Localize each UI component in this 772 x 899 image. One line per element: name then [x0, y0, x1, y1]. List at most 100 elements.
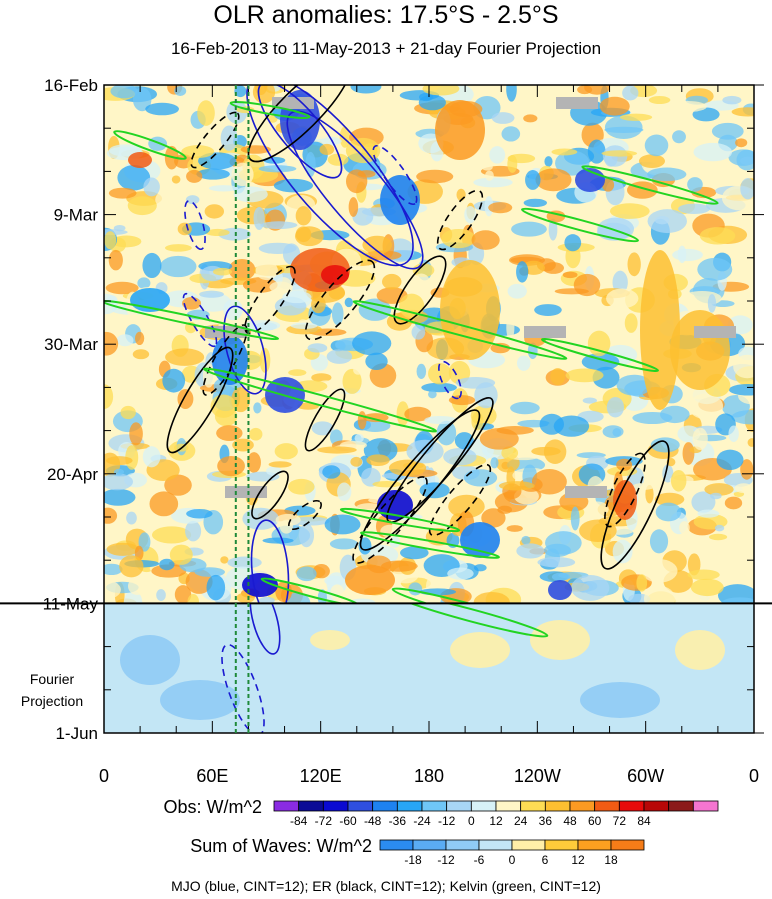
anomaly-blob	[612, 539, 633, 564]
anomaly-blob	[206, 574, 226, 601]
anomaly-blob	[548, 218, 558, 241]
anomaly-blob	[697, 257, 733, 281]
anomaly-blob	[376, 287, 408, 304]
anomaly-blob	[400, 546, 429, 560]
obs-colorbar-level: 72	[613, 814, 627, 828]
anomaly-blob	[330, 584, 345, 602]
anomaly-blob	[460, 522, 500, 558]
colorbars: -84 -72 -60 -48 -36 -24 -12 0 12 24 36 48 60 72 84Obs:…	[164, 797, 719, 867]
anomaly-blob	[354, 433, 364, 443]
wave-contour	[182, 292, 218, 348]
anomaly-blob	[655, 502, 682, 522]
anomaly-blob	[165, 348, 205, 366]
anomaly-blob	[710, 492, 722, 500]
waves-colorbar-swatch	[544, 839, 579, 851]
obs-colorbar-swatch	[544, 800, 571, 812]
anomaly-blob	[471, 230, 500, 250]
anomaly-blob	[205, 228, 230, 237]
anomaly-blob	[328, 286, 346, 300]
anomaly-blob	[565, 368, 604, 383]
anomaly-blob	[129, 422, 143, 446]
anomaly-blob	[159, 558, 175, 571]
anomaly-blob	[525, 289, 543, 302]
x-tick-label: 120W	[514, 766, 561, 786]
obs-colorbar-level: -48	[364, 814, 382, 828]
obs-colorbar-level: 0	[468, 814, 475, 828]
anomaly-blob	[197, 100, 215, 126]
anomaly-blob	[616, 374, 652, 396]
wave-contour	[190, 111, 240, 169]
anomaly-blob	[116, 334, 134, 347]
obs-colorbar-level: -60	[339, 814, 357, 828]
anomaly-blob	[508, 104, 517, 117]
obs-colorbar-swatch	[347, 800, 374, 812]
anomaly-blob	[454, 432, 474, 450]
waves-colorbar-swatch	[511, 839, 546, 851]
projection-blob	[160, 680, 240, 720]
waves-colorbar-swatch	[445, 839, 480, 851]
anomaly-blob	[234, 85, 247, 98]
anomaly-blob	[609, 203, 650, 219]
anomaly-blob	[693, 142, 733, 162]
anomaly-blob	[365, 352, 388, 370]
obs-colorbar-swatch	[446, 800, 472, 812]
wave-contour	[246, 85, 414, 267]
anomaly-blob	[322, 465, 341, 479]
obs-colorbar-swatch	[618, 800, 645, 812]
anomaly-blob	[311, 295, 326, 314]
anomaly-blob	[649, 529, 669, 554]
anomaly-blob	[544, 156, 553, 167]
anomaly-blob	[335, 340, 355, 351]
plot-axes: 16-Feb 9-Mar 30-Mar 20-Apr 11-May 1-Jun Fourie…	[0, 76, 772, 786]
anomaly-blob	[204, 204, 225, 219]
wave-contour	[352, 300, 568, 360]
anomaly-blob	[149, 491, 179, 517]
missing-data-patch	[694, 326, 736, 338]
x-tick-label: 0	[749, 766, 759, 786]
anomaly-blob	[185, 520, 202, 542]
anomaly-blob	[208, 185, 239, 192]
y-tick-label: 30-Mar	[44, 335, 98, 354]
anomaly-blob	[632, 482, 655, 490]
anomaly-blob	[111, 235, 142, 248]
anomaly-blob	[311, 421, 334, 436]
obs-colorbar-swatch	[594, 800, 620, 812]
anomaly-blob	[692, 427, 708, 451]
anomaly-blob	[647, 167, 687, 182]
anomaly-blob	[223, 299, 243, 321]
anomaly-blob	[627, 252, 641, 277]
obs-colorbar-swatch	[668, 800, 694, 812]
anomaly-blob	[169, 544, 193, 565]
anomaly-blob	[418, 94, 446, 111]
anomaly-blob	[537, 557, 576, 568]
anomaly-blob	[104, 563, 123, 576]
anomaly-blob	[582, 397, 597, 404]
anomaly-blob	[324, 514, 361, 535]
wave-contour	[304, 259, 376, 341]
anomaly-blob	[531, 469, 567, 495]
anomaly-blob	[747, 438, 754, 447]
wave-contours	[104, 85, 719, 603]
anomaly-blob	[226, 100, 248, 124]
anomaly-blob	[640, 250, 680, 410]
obs-colorbar-level: 24	[514, 814, 528, 828]
anomaly-blob	[120, 405, 136, 420]
anomaly-blob	[106, 456, 133, 466]
anomaly-blob	[196, 168, 230, 180]
missing-data-patch	[565, 486, 607, 498]
chart-subtitle: 16-Feb-2013 to 11-May-2013 + 21-day Four…	[170, 39, 602, 58]
obs-colorbar-level: 60	[588, 814, 602, 828]
obs-colorbar-swatch	[520, 800, 546, 812]
anomaly-blob	[312, 563, 330, 579]
anomaly-blob	[704, 483, 734, 496]
anomaly-blob	[601, 150, 638, 157]
obs-colorbar-swatch	[322, 800, 349, 812]
anomaly-blob	[406, 439, 444, 464]
wave-contour	[286, 110, 424, 270]
anomaly-blob	[357, 411, 367, 430]
anomaly-blob	[428, 363, 452, 385]
projection-blob	[450, 632, 510, 668]
anomaly-blob	[392, 123, 422, 134]
wave-contour	[360, 531, 500, 559]
